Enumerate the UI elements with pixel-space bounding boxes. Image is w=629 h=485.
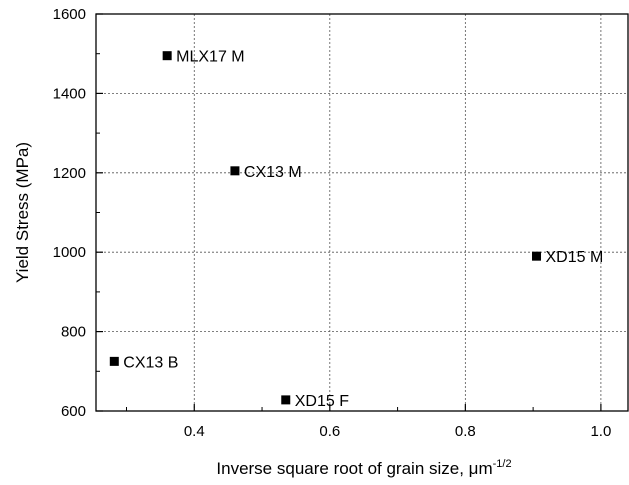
- y-tick-label: 600: [61, 403, 86, 420]
- grid-lines: [96, 14, 628, 411]
- y-tick-label: 1400: [53, 85, 86, 102]
- data-point-label: MLX17 M: [176, 49, 244, 66]
- x-axis-title-superscript: -1/2: [493, 458, 512, 470]
- y-axis-title: Yield Stress (MPa): [13, 142, 32, 283]
- data-point-label: CX13 B: [123, 354, 178, 371]
- data-point-label: XD15 F: [295, 393, 349, 410]
- x-tick-label: 1.0: [590, 423, 611, 440]
- plot-frame: [95, 13, 629, 412]
- tick-labels: 600 800 1000 1200 1400 1600 0.4 0.6 0.8 1.0: [53, 6, 612, 440]
- axis-ticks: [96, 13, 602, 412]
- data-point-label: XD15 M: [546, 249, 604, 266]
- y-tick-label: 1600: [53, 6, 86, 23]
- x-axis-title: Inverse square root of grain size, μm-1/…: [216, 458, 511, 478]
- x-tick-label: 0.4: [184, 423, 205, 440]
- data-point-label: CX13 M: [244, 164, 302, 181]
- data-point-marker: [532, 251, 542, 261]
- data-point-marker: [162, 51, 172, 61]
- data-point-marker: [281, 395, 291, 405]
- y-tick-label: 800: [61, 324, 86, 341]
- y-tick-label: 1000: [53, 244, 86, 261]
- y-tick-label: 1200: [53, 165, 86, 182]
- x-tick-label: 0.6: [319, 423, 340, 440]
- x-axis-title-main: Inverse square root of grain size, μm: [216, 459, 492, 478]
- data-point-marker: [109, 356, 119, 366]
- data-points: MLX17 M CX13 M XD15 M CX13 B XD15 F: [109, 49, 604, 410]
- x-tick-label: 0.8: [455, 423, 476, 440]
- data-point-marker: [230, 166, 240, 176]
